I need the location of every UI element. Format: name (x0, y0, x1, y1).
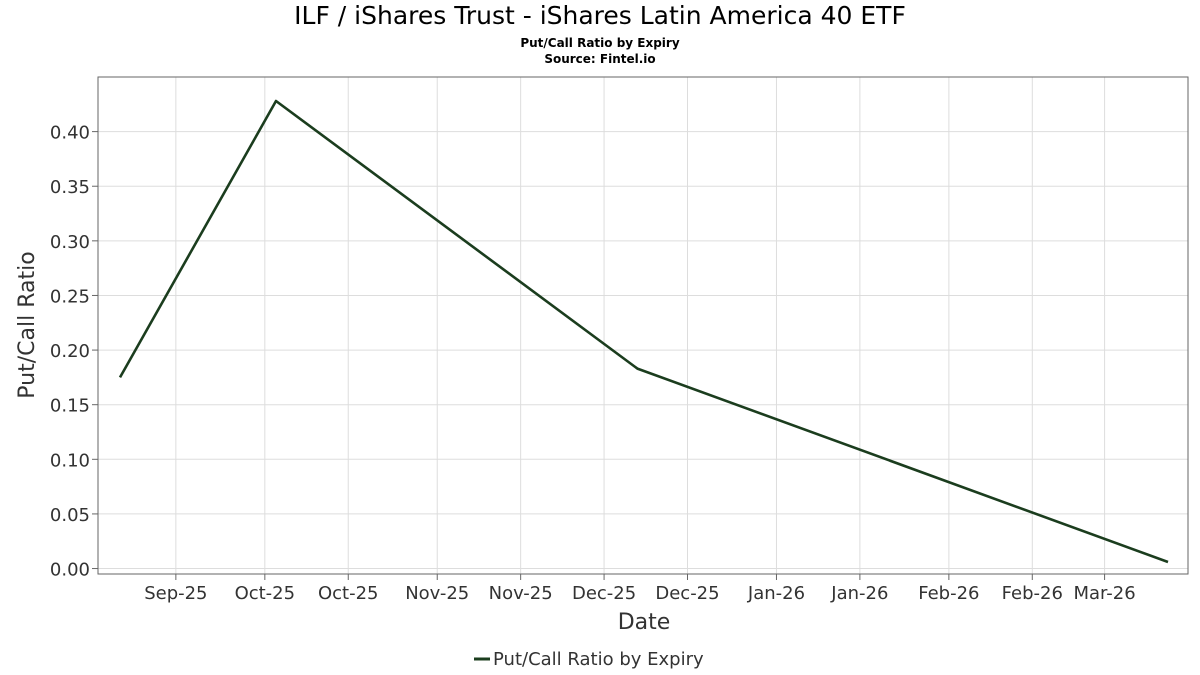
chart-title: ILF / iShares Trust - iShares Latin Amer… (294, 1, 906, 30)
chart-source: Source: Fintel.io (544, 52, 656, 66)
grid-lines (98, 77, 1188, 574)
y-tick-label: 0.35 (50, 177, 90, 198)
x-tick-label: Oct-25 (318, 583, 379, 604)
y-axis-label: Put/Call Ratio (15, 251, 40, 398)
chart-subtitle: Put/Call Ratio by Expiry (520, 36, 680, 50)
y-tick-label: 0.05 (50, 505, 90, 526)
x-tick-label: Jan-26 (830, 583, 888, 604)
series-group (118, 99, 1169, 564)
y-axis: 0.00 0.05 0.10 0.15 0.20 0.25 0.30 0.35 0.40 (50, 123, 98, 581)
legend-label: Put/Call Ratio by Expiry (493, 649, 704, 670)
legend: Put/Call Ratio by Expiry (474, 649, 704, 670)
x-tick-label: Mar-26 (1073, 583, 1135, 604)
x-tick-label: Jan-26 (747, 583, 805, 604)
y-tick-label: 0.00 (50, 560, 90, 581)
y-tick-label: 0.15 (50, 396, 90, 417)
x-tick-label: Dec-25 (572, 583, 636, 604)
x-axis-label: Date (618, 610, 671, 635)
x-tick-label: Feb-26 (918, 583, 979, 604)
y-tick-label: 0.20 (50, 341, 90, 362)
x-axis: Sep-25 Oct-25 Oct-25 Nov-25 Nov-25 Dec-25 Dec-… (144, 574, 1136, 604)
y-tick-label: 0.30 (50, 232, 90, 253)
x-tick-label: Feb-26 (1002, 583, 1063, 604)
y-tick-label: 0.25 (50, 286, 90, 307)
x-tick-label: Dec-25 (655, 583, 719, 604)
x-tick-label: Oct-25 (235, 583, 296, 604)
x-tick-label: Sep-25 (144, 583, 207, 604)
series-line (118, 99, 1169, 564)
y-tick-label: 0.10 (50, 450, 90, 471)
x-tick-label: Nov-25 (405, 583, 469, 604)
plot-frame (97, 76, 1189, 575)
x-tick-label: Nov-25 (489, 583, 553, 604)
y-tick-label: 0.40 (50, 123, 90, 144)
